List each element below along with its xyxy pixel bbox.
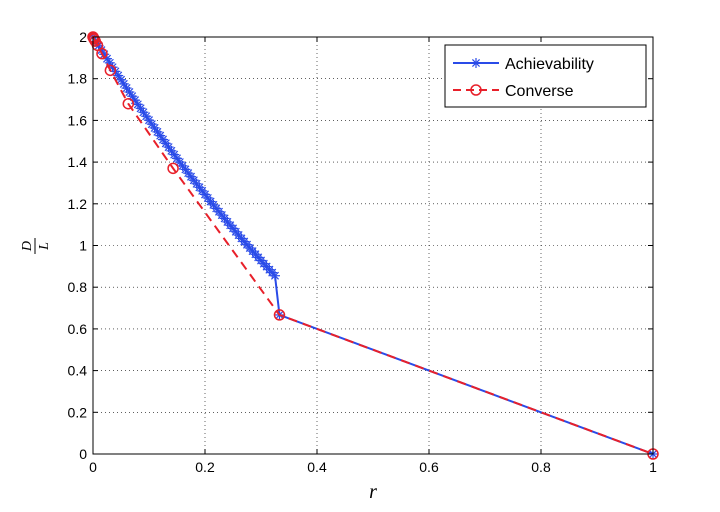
data-point-converse — [167, 162, 179, 175]
asterisk-stroke — [156, 131, 165, 140]
legend: Achievability Converse — [444, 44, 647, 108]
asterisk-stroke — [136, 104, 145, 113]
series-line-converse — [92, 36, 654, 455]
data-point-achievability — [270, 270, 280, 281]
x-tick-label: 0.6 — [419, 459, 439, 475]
legend-entry-achievability: Achievability — [453, 56, 594, 73]
data-point-achievability — [169, 149, 180, 160]
asterisk-stroke — [114, 71, 123, 80]
data-point-converse — [273, 309, 286, 321]
asterisk-stroke — [158, 135, 168, 144]
asterisk-stroke — [167, 146, 176, 155]
x-tick-label: 1 — [649, 459, 657, 475]
y-tick-label: 1.2 — [68, 196, 88, 212]
asterisk-stroke — [175, 158, 184, 167]
y-tick-label: 2 — [79, 29, 87, 45]
x-axis-title: r — [369, 481, 377, 503]
asterisk-stroke — [122, 84, 131, 93]
y-tick-label: 0.4 — [68, 363, 88, 379]
y-tick-label: 0.6 — [68, 321, 88, 337]
data-point-converse — [96, 47, 108, 60]
y-axis-title: D L — [20, 238, 52, 254]
asterisk-stroke — [139, 108, 148, 117]
data-point-converse — [122, 97, 135, 110]
y-tick-label: 1.4 — [68, 154, 88, 170]
asterisk-stroke — [181, 165, 190, 174]
asterisk-stroke — [142, 112, 151, 121]
legend-entry-converse: Converse — [453, 83, 574, 100]
legend-marker-converse — [470, 84, 482, 96]
data-point-achievability — [118, 78, 129, 89]
asterisk-stroke — [147, 120, 156, 129]
gridlines — [93, 37, 653, 454]
y-tick-label: 1.6 — [68, 112, 88, 128]
asterisk-stroke — [161, 139, 170, 148]
y-tick-label: 1 — [79, 238, 87, 254]
asterisk-stroke — [116, 75, 126, 84]
legend-box — [444, 44, 647, 108]
x-tick-label: 0.8 — [531, 459, 551, 475]
legend-asterisk — [471, 58, 481, 68]
x-tick-label: 0 — [89, 459, 97, 475]
y-tick-label: 1.8 — [68, 71, 88, 87]
asterisk-stroke — [97, 46, 106, 55]
x-tick-label: 0.4 — [307, 459, 327, 475]
asterisk-stroke — [102, 54, 112, 63]
asterisk-stroke — [164, 143, 173, 152]
asterisk-stroke — [119, 79, 128, 88]
legend-marker-achievability — [471, 58, 481, 68]
asterisk-stroke — [153, 127, 162, 136]
y-axis-title-denominator: L — [37, 242, 52, 251]
asterisk-stroke — [172, 154, 182, 163]
asterisk-stroke — [150, 123, 159, 132]
data-point-converse — [104, 64, 117, 77]
y-axis-title-numerator: D — [20, 241, 35, 252]
asterisk-stroke — [125, 88, 134, 97]
y-tick-label: 0.2 — [68, 404, 88, 420]
y-tick-label: 0 — [79, 446, 87, 462]
asterisk-stroke — [144, 116, 154, 125]
x-tick-label: 0.2 — [195, 459, 215, 475]
legend-label-achievability: Achievability — [505, 56, 594, 73]
y-tick-label: 0.8 — [68, 279, 88, 295]
ticks: 0 0.2 0.4 0.6 0.8 1 0 0.2 0.4 0.6 0.8 1 1.2 1.4 1.6 1.8… — [68, 29, 658, 475]
asterisk-stroke — [133, 100, 142, 109]
asterisk-stroke — [471, 58, 481, 68]
asterisk-stroke — [170, 150, 179, 159]
asterisk-stroke — [270, 271, 280, 280]
legend-label-converse: Converse — [505, 83, 574, 100]
